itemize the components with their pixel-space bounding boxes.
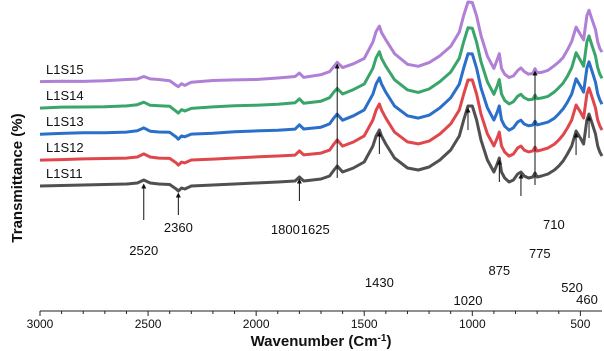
peak-label-520: 520 (561, 280, 583, 295)
peak-label-710: 710 (543, 217, 565, 232)
peak-label-460: 460 (576, 292, 598, 307)
x-tick-label: 2000 (243, 317, 270, 331)
series-line-l1s14 (39, 26, 604, 115)
series-line-l1s11 (39, 104, 604, 193)
series-label-l1s12: L1S12 (46, 140, 84, 155)
x-tick-label: 2500 (135, 317, 162, 331)
peak-label-1430: 1430 (365, 275, 394, 290)
peak-label-2360: 2360 (164, 220, 193, 235)
series-layer: L1S15 L1S14 L1S13 L1S12 L1S11 (39, 0, 604, 193)
series-label-l1s14: L1S14 (46, 88, 84, 103)
peak-label-875: 875 (488, 263, 510, 278)
series-label-l1s15: L1S15 (46, 62, 84, 77)
peak-label-2520: 2520 (129, 243, 158, 258)
series-label-l1s13: L1S13 (46, 114, 84, 129)
x-tick-label: 500 (570, 317, 590, 331)
x-axis-title-close: ) (386, 333, 391, 350)
x-axis-title-sup: -1 (378, 333, 387, 344)
x-tick-label: 1000 (459, 317, 486, 331)
x-axis-title: Wavenumber (Cm-1) (251, 333, 392, 351)
x-axis-title-main: Wavenumber (Cm (251, 333, 378, 350)
peak-label-1800: 1800 (271, 222, 300, 237)
series-line-l1s12 (39, 78, 604, 167)
x-tick-label: 1500 (351, 317, 378, 331)
series-line-l1s13 (39, 52, 604, 141)
y-axis-title: Transmittance (%) (9, 113, 26, 242)
peak-label-775: 775 (529, 246, 551, 261)
series-line-l1s15 (39, 0, 604, 89)
x-tick-label: 3000 (27, 317, 54, 331)
peak-label-1020: 1020 (454, 293, 483, 308)
series-label-l1s11: L1S11 (46, 166, 83, 181)
peak-label-1625: 1625 (301, 222, 330, 237)
x-axis: 3000 2500 2000 1500 1000 500 (27, 310, 602, 331)
